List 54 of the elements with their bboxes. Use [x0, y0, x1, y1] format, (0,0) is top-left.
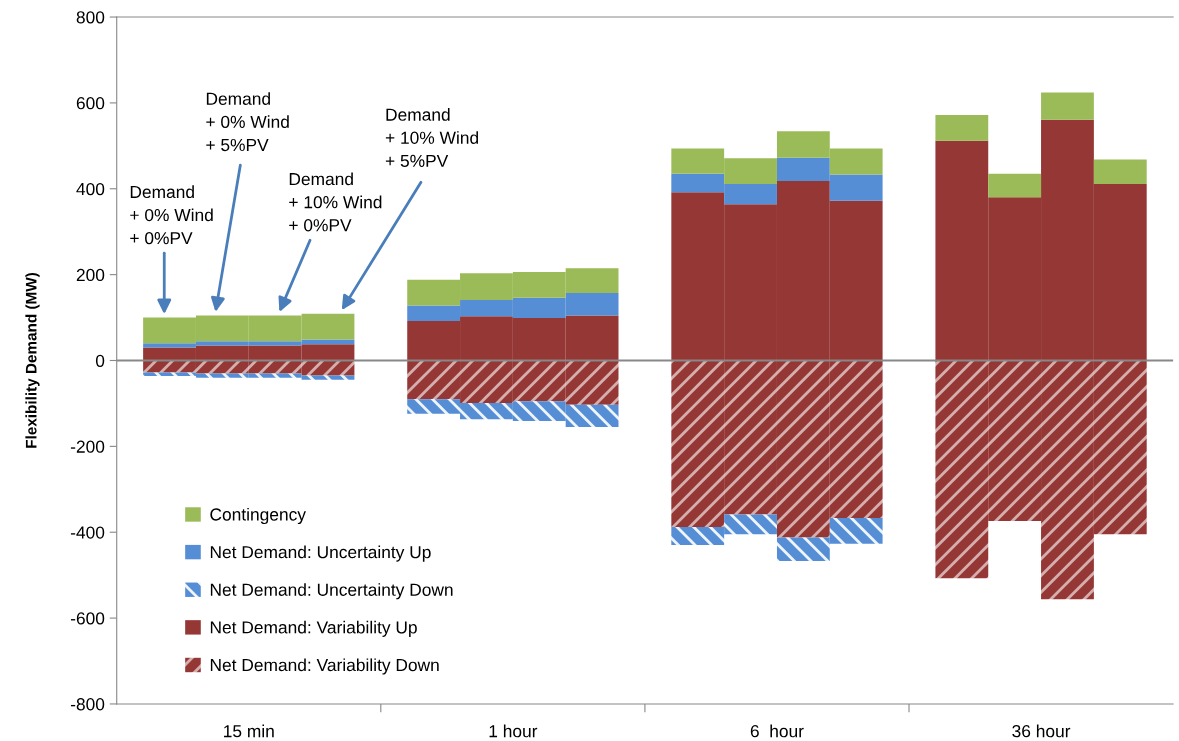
y-tick-label: 800 [76, 11, 105, 24]
text: 36 hour [1012, 724, 1071, 738]
bar [988, 173, 1042, 198]
bar [512, 401, 566, 422]
bar [248, 373, 302, 378]
bar [565, 404, 619, 428]
bar [724, 514, 777, 535]
y-tick-label: 400 [76, 182, 105, 196]
bar [301, 360, 355, 376]
y-tick-label: 200 [76, 268, 105, 282]
bar [935, 114, 989, 141]
bar [460, 403, 513, 420]
annotation: Demand + 10% Wind + 0%PV [289, 172, 382, 232]
bar [407, 360, 461, 400]
text: 6 hour [750, 724, 804, 738]
text: 1 hour [489, 724, 538, 738]
y-axis-title: Flexibility Demand (MW) [25, 272, 40, 448]
bar [195, 360, 249, 374]
bar [1041, 92, 1094, 120]
annotation: Demand + 0% Wind + 5%PV [206, 92, 289, 152]
bar [301, 375, 355, 380]
bar [143, 360, 196, 373]
legend-label: Net Demand: Uncertainty Down [210, 583, 453, 600]
bar [671, 527, 725, 546]
annotation: Demand + 0% Wind + 0%PV [130, 185, 213, 245]
legend-label: Net Demand: Variability Down [210, 658, 439, 675]
bar [512, 360, 566, 402]
bar [1041, 360, 1094, 600]
bar [565, 360, 619, 405]
bar [1093, 159, 1147, 185]
y-tick-label: 600 [76, 97, 105, 110]
y-tick-label: -400 [70, 526, 105, 539]
legend-label: Net Demand: Variability Up [210, 620, 417, 637]
y-tick-label: -600 [70, 612, 105, 625]
bar [248, 360, 302, 374]
bar [776, 360, 830, 538]
text: 15 min [224, 724, 274, 738]
y-tick-label: -200 [70, 440, 105, 453]
bar [671, 360, 725, 528]
bar [988, 360, 1042, 522]
bar [776, 537, 830, 561]
annotation: Demand + 10% Wind + 5%PV [385, 108, 479, 168]
y-tick-label: 0 [95, 354, 105, 367]
bar [460, 360, 513, 403]
bar [724, 360, 777, 515]
bar [407, 399, 461, 414]
legend-label: Net Demand: Uncertainty Up [210, 545, 431, 562]
bar [195, 373, 249, 378]
bar [1093, 360, 1147, 535]
y-tick-label: -800 [70, 698, 105, 711]
bar [829, 360, 883, 519]
bar [935, 360, 989, 579]
legend-label: Contingency [210, 507, 306, 525]
bar [829, 518, 883, 544]
